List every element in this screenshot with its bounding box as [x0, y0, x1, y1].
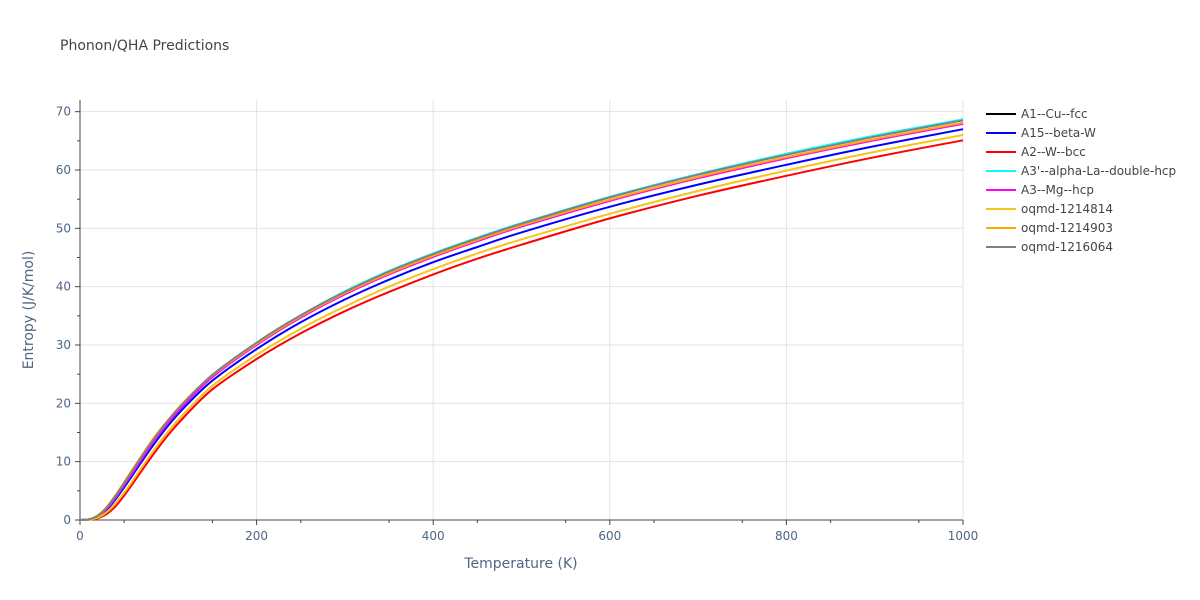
legend-label: A1--Cu--fcc [1021, 107, 1088, 121]
series-line-A15--beta-W [79, 128, 964, 521]
legend-label: A3'--alpha-La--double-hcp [1021, 164, 1176, 178]
y-tick-label: 30 [56, 338, 71, 352]
legend-label: oqmd-1214814 [1021, 202, 1113, 216]
series-group [79, 118, 964, 522]
legend-label: oqmd-1216064 [1021, 240, 1113, 254]
series-line-A3--Mg--hcp [79, 122, 964, 521]
legend-label: A3--Mg--hcp [1021, 183, 1094, 197]
x-tick-label: 200 [245, 529, 268, 543]
x-tick-label: 0 [76, 529, 84, 543]
series-line-oqmd-1216064 [79, 119, 964, 521]
y-axis-title: Entropy (J/K/mol) [21, 251, 37, 370]
series-line-oqmd-1214814 [79, 134, 964, 522]
y-tick-label: 20 [56, 396, 71, 410]
legend[interactable]: A1--Cu--fcc A15--beta-W A2--W--bcc A3'--alp… [986, 107, 1176, 254]
legend-item[interactable]: A1--Cu--fcc [986, 107, 1088, 121]
x-tick-label: 800 [775, 529, 798, 543]
y-tick-label: 40 [56, 280, 71, 294]
y-tick-label: 0 [63, 513, 71, 527]
series-line-A1--Cu--fcc [79, 122, 964, 521]
series-line-oqmd-1214903 [79, 121, 964, 521]
series-line-A3'--alpha-La--double-hcp [79, 118, 964, 521]
legend-item[interactable]: oqmd-1216064 [986, 240, 1113, 254]
x-tick-label: 1000 [948, 529, 979, 543]
legend-item[interactable]: A2--W--bcc [986, 145, 1086, 159]
x-tick-label: 600 [598, 529, 621, 543]
series-line-A2--W--bcc [79, 139, 964, 521]
y-tick-label: 60 [56, 163, 71, 177]
legend-item[interactable]: oqmd-1214903 [986, 221, 1113, 235]
legend-item[interactable]: A3--Mg--hcp [986, 183, 1094, 197]
legend-label: A2--W--bcc [1021, 145, 1086, 159]
axes: 0 200 400 600 800 1000 0 10 20 30 40 50 60 70 [56, 100, 979, 543]
legend-label: A15--beta-W [1021, 126, 1096, 140]
legend-item[interactable]: A15--beta-W [986, 126, 1096, 140]
y-tick-label: 70 [56, 105, 71, 119]
legend-item[interactable]: A3'--alpha-La--double-hcp [986, 164, 1176, 178]
x-tick-label: 400 [422, 529, 445, 543]
chart-title: Phonon/QHA Predictions [60, 38, 229, 54]
x-axis-title: Temperature (K) [463, 556, 577, 572]
y-tick-label: 10 [56, 455, 71, 469]
grid [80, 100, 964, 520]
legend-item[interactable]: oqmd-1214814 [986, 202, 1113, 216]
legend-label: oqmd-1214903 [1021, 221, 1113, 235]
y-tick-label: 50 [56, 221, 71, 235]
